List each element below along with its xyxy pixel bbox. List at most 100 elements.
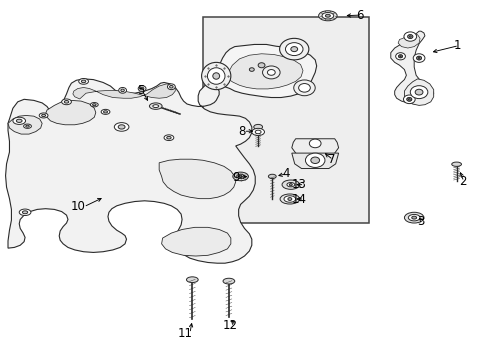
Ellipse shape <box>305 153 325 167</box>
Ellipse shape <box>409 86 427 99</box>
Ellipse shape <box>395 53 405 60</box>
Ellipse shape <box>408 36 410 37</box>
Polygon shape <box>159 159 235 199</box>
Ellipse shape <box>403 95 414 104</box>
Ellipse shape <box>236 174 244 179</box>
Ellipse shape <box>186 277 198 283</box>
Polygon shape <box>291 153 338 168</box>
Ellipse shape <box>398 55 402 58</box>
Ellipse shape <box>407 35 412 39</box>
Bar <box>203 17 368 223</box>
Ellipse shape <box>118 125 125 129</box>
Ellipse shape <box>268 174 276 179</box>
Ellipse shape <box>289 184 292 186</box>
Ellipse shape <box>318 11 336 21</box>
Ellipse shape <box>201 62 230 90</box>
Ellipse shape <box>163 135 173 140</box>
Ellipse shape <box>140 87 143 90</box>
Text: 8: 8 <box>238 125 245 138</box>
Ellipse shape <box>309 139 321 148</box>
Ellipse shape <box>212 73 219 79</box>
Ellipse shape <box>407 99 409 100</box>
Text: 10: 10 <box>71 201 86 213</box>
Ellipse shape <box>406 98 411 101</box>
Ellipse shape <box>41 114 45 117</box>
Ellipse shape <box>267 69 275 75</box>
Ellipse shape <box>153 105 158 108</box>
Ellipse shape <box>90 103 98 107</box>
Ellipse shape <box>285 42 303 55</box>
Ellipse shape <box>279 39 308 60</box>
Polygon shape <box>225 54 303 89</box>
Ellipse shape <box>138 86 146 91</box>
Ellipse shape <box>22 211 28 214</box>
Ellipse shape <box>258 63 264 68</box>
Ellipse shape <box>223 278 234 284</box>
Ellipse shape <box>262 66 280 79</box>
Text: 5: 5 <box>137 84 144 97</box>
Ellipse shape <box>119 87 126 93</box>
Ellipse shape <box>290 46 297 51</box>
Ellipse shape <box>101 109 110 114</box>
Polygon shape <box>390 31 433 104</box>
Ellipse shape <box>404 212 423 223</box>
Ellipse shape <box>407 215 419 221</box>
Ellipse shape <box>81 80 85 83</box>
Ellipse shape <box>249 68 254 71</box>
Text: 4: 4 <box>282 167 289 180</box>
Ellipse shape <box>411 216 416 219</box>
Ellipse shape <box>322 13 333 19</box>
Ellipse shape <box>167 84 175 90</box>
Text: 9: 9 <box>232 171 240 184</box>
Ellipse shape <box>19 209 31 216</box>
Ellipse shape <box>280 194 299 204</box>
Ellipse shape <box>416 57 421 60</box>
Ellipse shape <box>286 183 294 187</box>
Ellipse shape <box>207 68 224 84</box>
Ellipse shape <box>92 104 96 105</box>
Text: 11: 11 <box>177 327 192 340</box>
Text: 3: 3 <box>417 215 424 228</box>
Ellipse shape <box>251 129 264 135</box>
Ellipse shape <box>293 80 315 96</box>
Ellipse shape <box>407 35 412 39</box>
Ellipse shape <box>287 198 291 201</box>
Polygon shape <box>73 84 175 99</box>
Text: 14: 14 <box>291 193 306 206</box>
Text: 12: 12 <box>223 319 238 332</box>
Ellipse shape <box>23 124 31 129</box>
Ellipse shape <box>298 84 310 92</box>
Ellipse shape <box>64 100 69 103</box>
Ellipse shape <box>61 99 71 105</box>
Ellipse shape <box>451 162 461 166</box>
Polygon shape <box>404 79 433 105</box>
Ellipse shape <box>149 103 162 109</box>
Ellipse shape <box>79 78 88 84</box>
Ellipse shape <box>166 136 171 139</box>
Ellipse shape <box>114 123 129 131</box>
Ellipse shape <box>310 157 319 163</box>
Text: 13: 13 <box>291 178 306 191</box>
Ellipse shape <box>13 117 25 125</box>
Polygon shape <box>5 79 255 263</box>
Ellipse shape <box>414 89 422 95</box>
Ellipse shape <box>26 125 29 127</box>
Ellipse shape <box>412 54 424 62</box>
Ellipse shape <box>403 32 416 41</box>
Text: 1: 1 <box>453 39 461 52</box>
Polygon shape <box>8 116 42 134</box>
Ellipse shape <box>416 56 421 60</box>
Ellipse shape <box>325 14 330 17</box>
Ellipse shape <box>284 196 295 202</box>
Text: 2: 2 <box>458 175 466 188</box>
Ellipse shape <box>39 113 48 118</box>
Ellipse shape <box>169 85 173 88</box>
Ellipse shape <box>239 175 242 177</box>
Polygon shape <box>291 139 338 159</box>
Ellipse shape <box>121 89 124 92</box>
Polygon shape <box>161 227 230 256</box>
Ellipse shape <box>103 111 107 113</box>
Text: 6: 6 <box>356 9 363 22</box>
Text: 7: 7 <box>327 153 335 166</box>
Ellipse shape <box>406 98 411 101</box>
